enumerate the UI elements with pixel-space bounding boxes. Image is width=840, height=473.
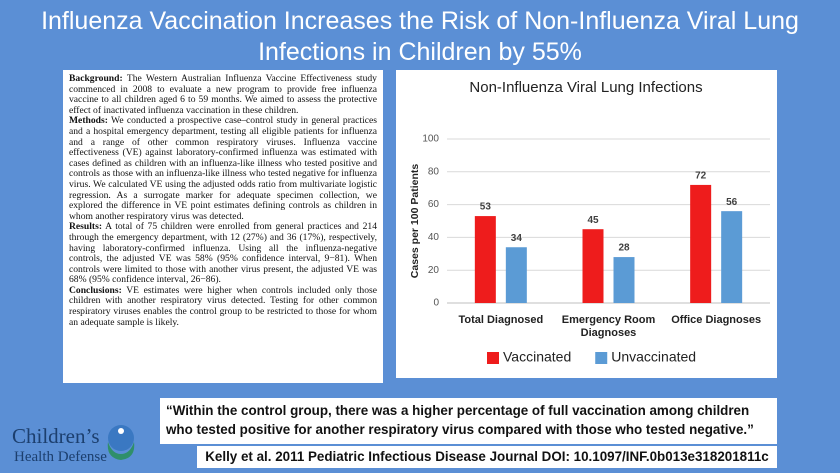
title: Influenza Vaccination Increases the Risk… (41, 7, 799, 66)
y-axis-title: Cases per 100 Patients (409, 164, 421, 279)
logo-hands (107, 442, 135, 460)
bar (690, 184, 712, 303)
bar (505, 247, 527, 303)
abstract-text: A total of 75 children were enrolled fro… (69, 221, 377, 286)
y-tick-label: 80 (428, 166, 440, 177)
bar (582, 229, 604, 303)
logo-globe (108, 425, 134, 451)
chart-panel: Non-Influenza Viral Lung Infections Case… (396, 70, 777, 378)
citation: Kelly et al. 2011 Pediatric Infectious D… (197, 446, 777, 468)
quote: “Within the control group, there was a h… (160, 398, 777, 444)
data-label: 56 (726, 197, 738, 208)
y-tick-label: 60 (428, 199, 440, 210)
bar (613, 257, 635, 303)
data-label: 72 (695, 171, 707, 182)
logo-text: Health Defense (14, 449, 107, 465)
abstract-paragraph: Background: The Western Australian Influ… (69, 73, 377, 116)
abstract-label: Results: (69, 221, 103, 233)
abstract: Background: The Western Australian Influ… (63, 70, 383, 383)
abstract-label: Background: (69, 73, 123, 84)
data-label: 45 (587, 215, 599, 226)
y-tick-label: 0 (433, 298, 439, 309)
logo-icon (107, 425, 135, 460)
abstract-text: We conducted a prospective case–control … (69, 115, 377, 222)
data-label: 53 (480, 202, 492, 213)
x-tick-label: Total Diagnosed (458, 314, 544, 326)
x-tick-label: Office Diagnoses (671, 314, 762, 326)
legend-label: Vaccinated (503, 349, 571, 365)
abstract-label: Conclusions: (69, 284, 122, 296)
chart-title: Non-Influenza Viral Lung Infections (469, 79, 702, 96)
chart: Non-Influenza Viral Lung Infections Case… (409, 79, 770, 365)
data-label: 28 (618, 243, 630, 254)
legend-swatch (487, 352, 499, 364)
legend-swatch (595, 352, 608, 364)
logo-text: Children’s (12, 424, 100, 448)
logo-figure (118, 428, 124, 434)
abstract-paragraph: Methods: We conducted a prospective case… (69, 116, 377, 222)
y-tick-label: 40 (428, 232, 440, 243)
abstract-paragraph: Results: A total of 75 children were enr… (69, 222, 377, 286)
y-tick-label: 100 (422, 134, 439, 145)
abstract-text: VE estimates were higher when controls i… (69, 284, 377, 328)
bar (474, 216, 496, 303)
y-tick-label: 20 (428, 265, 440, 276)
abstract-paragraph: Conclusions: VE estimates were higher wh… (69, 284, 377, 328)
abstract-text: The Western Australian Influenza Vaccine… (69, 73, 377, 116)
abstract-label: Methods: (69, 115, 108, 127)
data-label: 34 (511, 233, 523, 244)
bar (721, 211, 743, 303)
x-tick-label: Emergency Room Diagnoses (561, 314, 656, 339)
legend-label: Unvaccinated (611, 349, 696, 365)
